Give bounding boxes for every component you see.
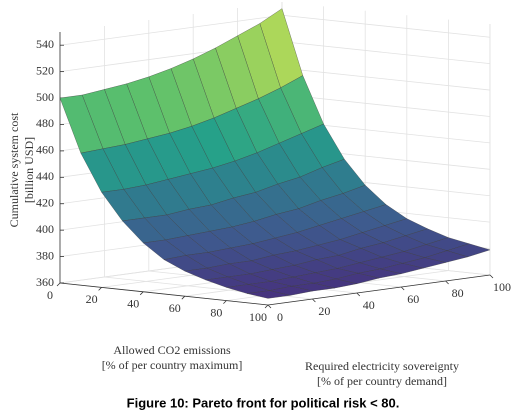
caption: Figure 10: Pareto front for political ri… xyxy=(127,395,400,410)
z-tick-label: 400 xyxy=(36,222,54,236)
x-tick-label: 0 xyxy=(47,288,53,302)
y-tick xyxy=(267,304,272,309)
grid-line xyxy=(281,94,491,117)
y-axis-label: Required electricity sovereignty xyxy=(305,359,459,373)
x-tick xyxy=(223,300,227,304)
x-axis xyxy=(59,282,269,306)
z-axis-label-line: [billion USD] xyxy=(22,137,36,203)
z-tick-label: 380 xyxy=(36,248,54,262)
x-tick-label: 40 xyxy=(127,297,139,311)
y-tick xyxy=(445,280,449,285)
x-tick-label: 80 xyxy=(210,305,222,319)
y-tick-label: 60 xyxy=(407,292,419,306)
x-tick-label: 20 xyxy=(86,292,98,306)
z-tick-label: 440 xyxy=(36,169,54,183)
x-axis-label: [% of per country maximum] xyxy=(102,358,243,372)
x-tick xyxy=(264,304,269,309)
y-tick-label: 0 xyxy=(277,310,283,324)
grid-line xyxy=(281,41,491,65)
y-tick-label: 100 xyxy=(493,280,511,294)
z-tick-label: 460 xyxy=(36,143,54,157)
grid-line xyxy=(281,14,491,38)
surface-cell xyxy=(247,290,291,299)
grid-line xyxy=(281,67,491,91)
x-axis-label: Allowed CO2 emissions xyxy=(113,343,231,357)
z-tick-label: 360 xyxy=(36,275,54,289)
grid-line xyxy=(59,14,283,46)
y-tick xyxy=(489,274,494,279)
z-tick-label: 520 xyxy=(36,63,54,77)
y-tick-label: 40 xyxy=(363,298,375,312)
z-tick-label: 420 xyxy=(36,195,54,209)
y-tick xyxy=(312,298,316,303)
x-tick xyxy=(181,295,186,300)
z-axis-label: Cumulative system cost [billion USD] xyxy=(7,112,36,227)
x-tick-label: 100 xyxy=(249,310,267,324)
y-axis-label: [% of per country demand] xyxy=(317,374,447,388)
z-axis-label-line: Cumulative system cost xyxy=(7,112,21,227)
y-tick xyxy=(356,292,361,297)
z-tick-label: 500 xyxy=(36,90,54,104)
x-tick xyxy=(98,287,102,291)
z-tick-label: 480 xyxy=(36,116,54,130)
x-tick xyxy=(139,291,144,296)
y-tick-label: 80 xyxy=(452,286,464,300)
z-tick-label: 540 xyxy=(36,37,54,51)
x-tick-label: 60 xyxy=(169,301,181,315)
y-tick-label: 20 xyxy=(318,304,330,318)
x-tick xyxy=(56,282,61,287)
y-tick xyxy=(400,286,405,291)
y-axis xyxy=(267,274,491,306)
